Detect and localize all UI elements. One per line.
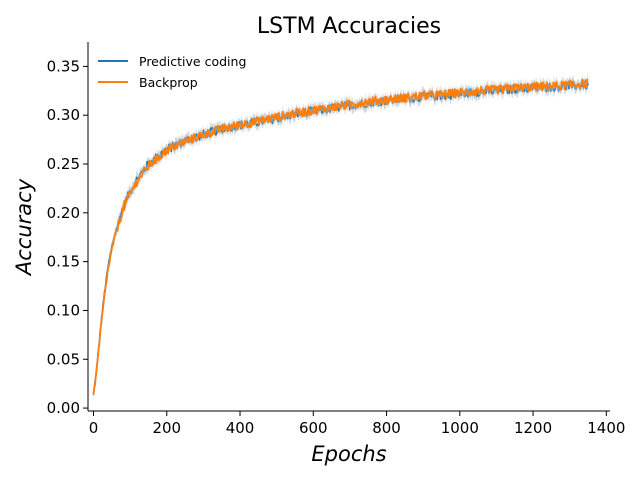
series-line [92, 80, 589, 395]
series-backprop [92, 73, 589, 398]
y-tick-label: 0.10 [47, 301, 80, 319]
legend: Predictive coding Backprop [98, 54, 246, 90]
series-predictive-coding [92, 75, 589, 399]
x-axis-label: Epochs [311, 442, 386, 466]
y-tick-label: 0.15 [47, 253, 80, 271]
series-layer [92, 73, 589, 399]
x-tick-label: 1000 [441, 419, 479, 437]
x-tick-label: 0 [89, 419, 99, 437]
y-tick-label: 0.00 [47, 399, 80, 417]
x-tick-label: 200 [152, 419, 181, 437]
y-tick-label: 0.25 [47, 155, 80, 173]
x-tick-label: 400 [226, 419, 255, 437]
y-tick-label: 0.20 [47, 204, 80, 222]
x-tick-label: 600 [299, 419, 328, 437]
x-axis-ticks: 0 200 400 600 800 1000 1200 1400 [89, 411, 625, 437]
y-axis-label: Accuracy [12, 178, 36, 277]
y-tick-label: 0.30 [47, 106, 80, 124]
legend-label: Backprop [139, 75, 198, 90]
chart-title: LSTM Accuracies [257, 14, 441, 39]
plot-area [92, 73, 589, 399]
x-tick-label: 1200 [514, 419, 552, 437]
x-tick-label: 800 [372, 419, 401, 437]
legend-label: Predictive coding [139, 54, 246, 69]
series-line [92, 78, 589, 395]
y-tick-label: 0.05 [47, 350, 80, 368]
series-band [93, 73, 588, 398]
x-tick-label: 1400 [587, 419, 625, 437]
series-band [93, 75, 588, 399]
y-tick-label: 0.35 [47, 57, 80, 75]
y-axis-ticks: 0.00 0.05 0.10 0.15 0.20 0.25 0.30 0.35 [47, 57, 88, 417]
